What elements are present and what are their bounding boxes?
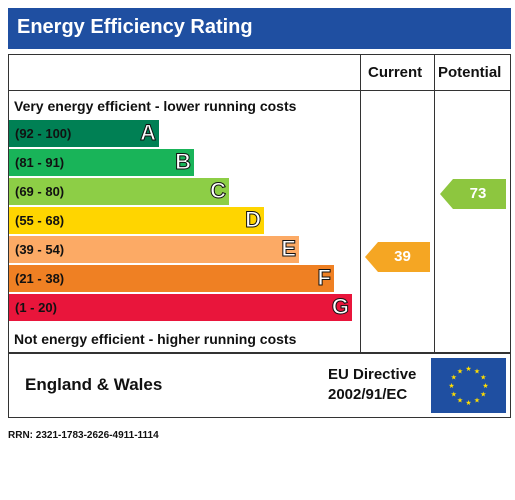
star-icon: ★: [457, 367, 463, 375]
current-column-header: Current: [368, 64, 423, 81]
band-letter: C: [210, 178, 227, 204]
star-icon: ★: [480, 374, 486, 382]
rating-chart: Current Potential Very energy efficient …: [8, 54, 511, 354]
footer: England & Wales EU Directive 2002/91/EC …: [8, 352, 511, 418]
star-icon: ★: [482, 382, 488, 390]
star-icon: ★: [451, 374, 457, 382]
band-a: (92 - 100) A: [9, 120, 159, 147]
current-arrow-shape: [365, 242, 430, 272]
eu-flag-icon: ★ ★★★★★★★★★★★: [431, 358, 506, 413]
current-rating-arrow: 39: [365, 242, 430, 272]
band-range: (69 - 80): [15, 184, 65, 199]
star-icon: ★: [451, 391, 457, 399]
current-rating-value: 39: [394, 248, 411, 265]
star-icon: ★: [448, 382, 454, 390]
band-d: (55 - 68) D: [9, 207, 264, 234]
band-c: (69 - 80) C: [9, 178, 229, 205]
band-range: (55 - 68): [15, 213, 65, 228]
band-b: (81 - 91) B: [9, 149, 194, 176]
star-icon: ★: [465, 399, 471, 407]
directive-line-2: 2002/91/EC: [328, 386, 408, 403]
star-icon: ★: [465, 365, 471, 373]
band-letter: D: [245, 207, 262, 233]
band-letter: B: [175, 149, 192, 175]
band-range: (81 - 91): [15, 155, 65, 170]
inefficient-note: Not energy efficient - higher running co…: [14, 331, 297, 347]
rrn-reference: RRN: 2321-1783-2626-4911-1114: [8, 430, 159, 441]
header-divider: [9, 90, 510, 91]
band-range: (39 - 54): [15, 242, 65, 257]
band-g: (1 - 20) G: [9, 294, 352, 321]
column-divider: [434, 55, 435, 353]
band-letter: E: [281, 236, 297, 262]
potential-arrow-shape: [440, 179, 506, 209]
band-e: (39 - 54) E: [9, 236, 299, 263]
eu-directive: EU Directive 2002/91/EC: [328, 365, 416, 405]
title-bar: Energy Efficiency Rating: [8, 8, 511, 49]
band-range: (92 - 100): [15, 126, 72, 141]
band-letter: F: [317, 265, 331, 291]
star-icon: ★: [474, 397, 480, 405]
efficient-note: Very energy efficient - lower running co…: [14, 98, 297, 114]
column-divider: [360, 55, 361, 353]
potential-rating-value: 73: [469, 185, 487, 202]
band-range: (1 - 20): [15, 300, 57, 315]
potential-column-header: Potential: [438, 64, 502, 81]
potential-rating-arrow: 73: [440, 179, 506, 209]
star-icon: ★: [474, 367, 480, 375]
band-letter: G: [331, 294, 349, 320]
region-label: England & Wales: [25, 375, 163, 394]
band-f: (21 - 38) F: [9, 265, 334, 292]
star-icon: ★: [480, 391, 486, 399]
star-icon: ★: [457, 397, 463, 405]
page-title: Energy Efficiency Rating: [17, 16, 253, 38]
band-range: (21 - 38): [15, 271, 65, 286]
band-letter: A: [140, 120, 157, 146]
directive-line-1: EU Directive: [328, 366, 417, 383]
